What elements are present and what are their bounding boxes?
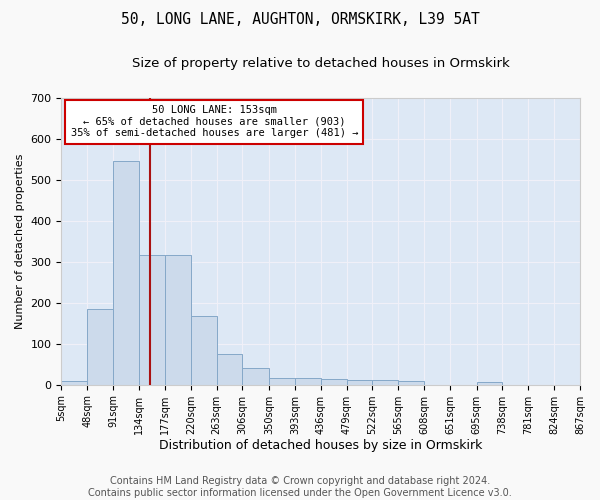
- Text: 50 LONG LANE: 153sqm
← 65% of detached houses are smaller (903)
35% of semi-deta: 50 LONG LANE: 153sqm ← 65% of detached h…: [71, 105, 358, 138]
- Bar: [87, 308, 113, 384]
- Bar: [269, 378, 295, 384]
- Bar: [398, 381, 424, 384]
- Bar: [191, 316, 217, 384]
- Bar: [347, 380, 373, 384]
- Bar: [139, 256, 165, 384]
- Bar: [61, 381, 87, 384]
- Y-axis label: Number of detached properties: Number of detached properties: [15, 154, 25, 329]
- Bar: [165, 256, 191, 384]
- Bar: [242, 368, 269, 384]
- Title: Size of property relative to detached houses in Ormskirk: Size of property relative to detached ho…: [132, 58, 509, 70]
- Bar: [373, 380, 398, 384]
- X-axis label: Distribution of detached houses by size in Ormskirk: Distribution of detached houses by size …: [159, 440, 482, 452]
- Bar: [476, 382, 502, 384]
- Text: 50, LONG LANE, AUGHTON, ORMSKIRK, L39 5AT: 50, LONG LANE, AUGHTON, ORMSKIRK, L39 5A…: [121, 12, 479, 28]
- Bar: [113, 160, 139, 384]
- Text: Contains HM Land Registry data © Crown copyright and database right 2024.
Contai: Contains HM Land Registry data © Crown c…: [88, 476, 512, 498]
- Bar: [217, 354, 242, 384]
- Bar: [295, 378, 321, 384]
- Bar: [321, 379, 347, 384]
